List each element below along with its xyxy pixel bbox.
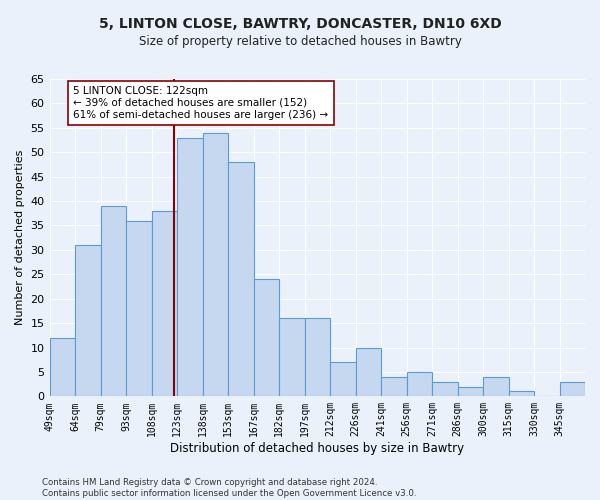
Text: 5 LINTON CLOSE: 122sqm
← 39% of detached houses are smaller (152)
61% of semi-de: 5 LINTON CLOSE: 122sqm ← 39% of detached… [73, 86, 328, 120]
Text: Contains HM Land Registry data © Crown copyright and database right 2024.
Contai: Contains HM Land Registry data © Crown c… [42, 478, 416, 498]
Bar [432, 382, 458, 396]
Bar [330, 362, 356, 396]
Bar [458, 386, 483, 396]
X-axis label: Distribution of detached houses by size in Bawtry: Distribution of detached houses by size … [170, 442, 464, 455]
Bar [356, 348, 381, 397]
Bar [152, 211, 177, 396]
Bar [279, 318, 305, 396]
Bar [203, 132, 228, 396]
Bar [50, 338, 75, 396]
Text: 5, LINTON CLOSE, BAWTRY, DONCASTER, DN10 6XD: 5, LINTON CLOSE, BAWTRY, DONCASTER, DN10… [98, 18, 502, 32]
Bar [177, 138, 203, 396]
Y-axis label: Number of detached properties: Number of detached properties [15, 150, 25, 326]
Text: Size of property relative to detached houses in Bawtry: Size of property relative to detached ho… [139, 35, 461, 48]
Bar [560, 382, 585, 396]
Bar [228, 162, 254, 396]
Bar [305, 318, 330, 396]
Bar [509, 392, 534, 396]
Bar [126, 220, 152, 396]
Bar [101, 206, 126, 396]
Bar [407, 372, 432, 396]
Bar [381, 377, 407, 396]
Bar [483, 377, 509, 396]
Bar [254, 279, 279, 396]
Bar [75, 245, 101, 396]
